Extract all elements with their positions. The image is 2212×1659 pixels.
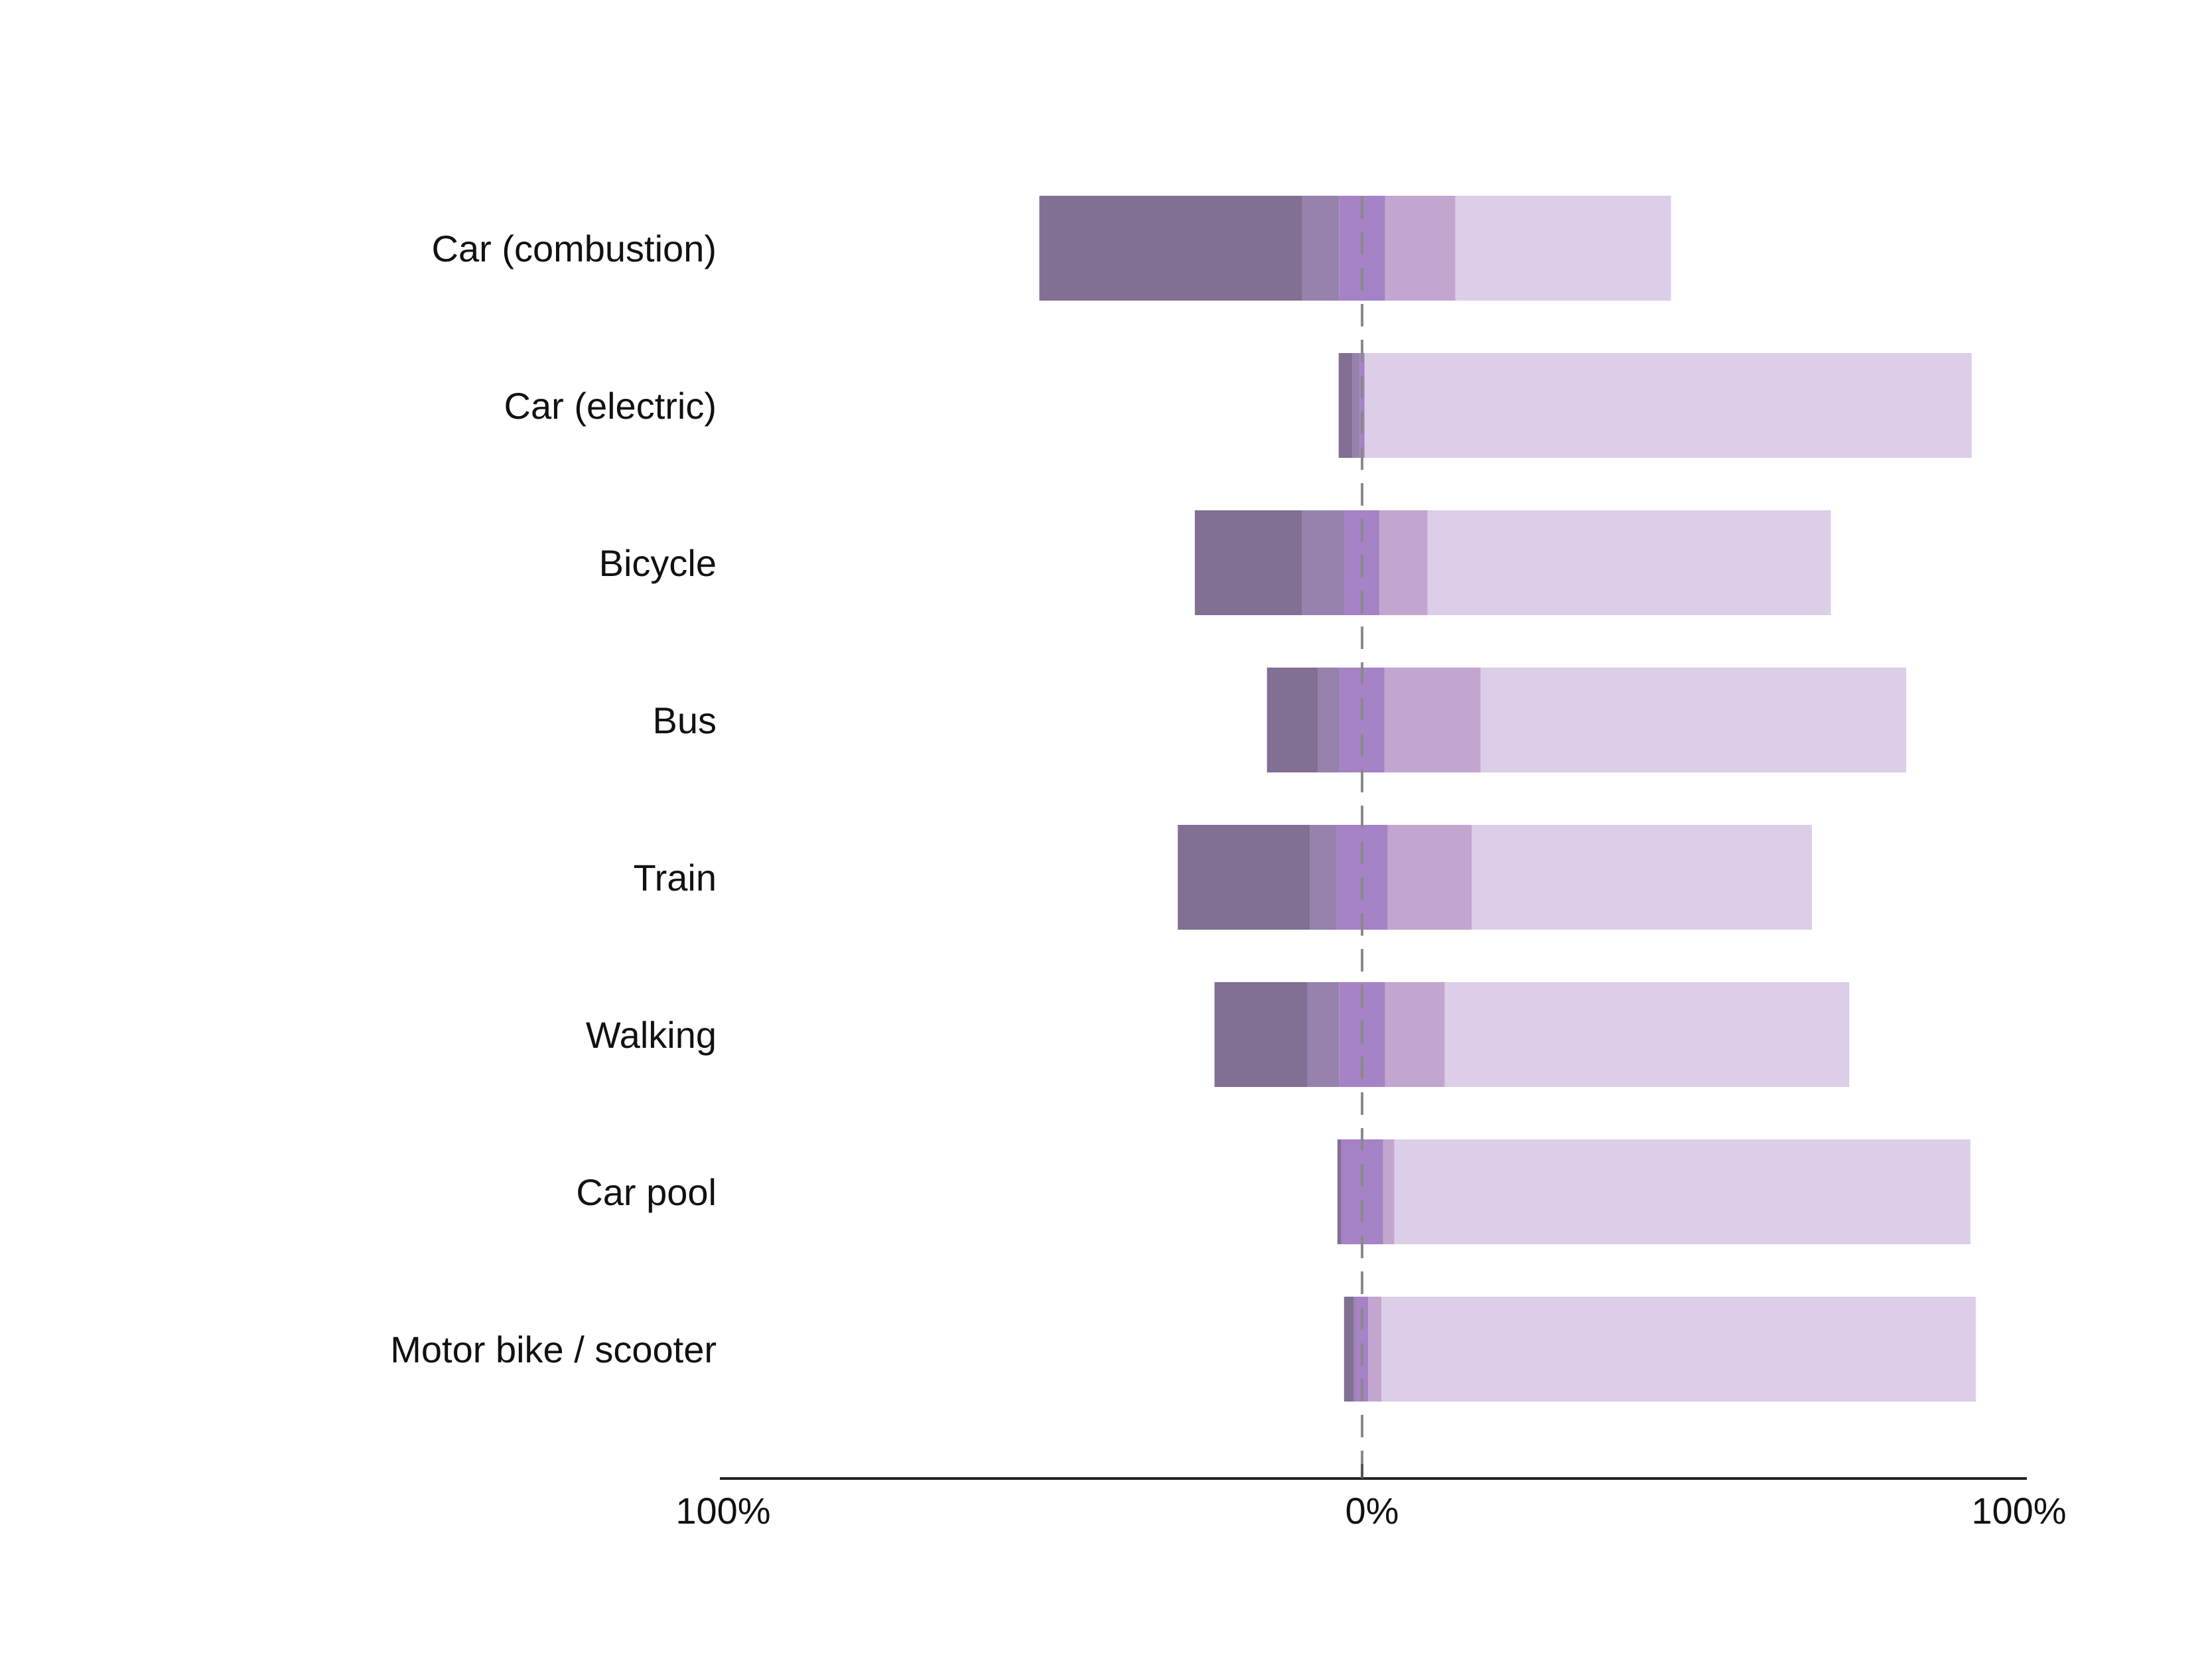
category-label: Motor bike / scooter	[390, 1329, 717, 1370]
bar-segment	[1353, 1297, 1356, 1402]
bar-segment	[1214, 982, 1308, 1087]
bar-row	[1338, 353, 1972, 458]
bar-segment	[1338, 353, 1353, 458]
x-tick-label-left: 100%	[675, 1490, 770, 1532]
bar-row	[1039, 196, 1671, 301]
category-label: Car (electric)	[504, 385, 717, 427]
bar-segment	[1385, 982, 1445, 1087]
bar-layer	[1039, 196, 1976, 1402]
bar-segment	[1368, 1297, 1382, 1402]
bar-segment	[1394, 1139, 1970, 1244]
bar-row	[1194, 510, 1831, 615]
bar-segment	[1194, 510, 1302, 615]
category-labels: Car (combustion) Car (electric) Bicycle Bus…	[390, 228, 717, 1370]
bar-segment	[1472, 825, 1812, 930]
bar-segment	[1384, 668, 1481, 772]
bar-segment	[1302, 196, 1340, 301]
bar-segment	[1480, 668, 1907, 772]
category-label: Train	[633, 857, 717, 899]
bar-segment	[1455, 196, 1671, 301]
bar-segment	[1352, 353, 1360, 458]
bar-segment	[1387, 825, 1472, 930]
bar-segment	[1310, 825, 1337, 930]
bar-row	[1178, 825, 1812, 930]
bar-segment	[1379, 510, 1428, 615]
bar-segment	[1359, 353, 1365, 458]
bar-segment	[1178, 825, 1310, 930]
x-tick-label-right: 100%	[1971, 1490, 2066, 1532]
bar-segment	[1364, 353, 1972, 458]
category-label: Walking	[586, 1014, 717, 1056]
bar-row	[1214, 982, 1850, 1087]
bar-segment	[1337, 1139, 1342, 1244]
bar-row	[1337, 1139, 1970, 1244]
bar-segment	[1385, 196, 1456, 301]
bar-segment	[1302, 510, 1345, 615]
category-label: Bus	[653, 699, 717, 741]
bar-segment	[1427, 510, 1831, 615]
x-tick-label-center: 0%	[1346, 1490, 1399, 1532]
bar-segment	[1267, 668, 1318, 772]
bar-segment	[1307, 982, 1340, 1087]
bar-row	[1344, 1297, 1976, 1402]
bar-segment	[1318, 668, 1340, 772]
bar-segment	[1444, 982, 1850, 1087]
category-label: Car pool	[576, 1171, 717, 1213]
bar-segment	[1383, 1139, 1395, 1244]
bar-segment	[1344, 1297, 1354, 1402]
bar-segment	[1381, 1297, 1976, 1402]
category-label: Bicycle	[599, 542, 717, 584]
category-label: Car (combustion)	[432, 228, 717, 269]
bar-segment	[1341, 1139, 1383, 1244]
bar-segment	[1039, 196, 1302, 301]
